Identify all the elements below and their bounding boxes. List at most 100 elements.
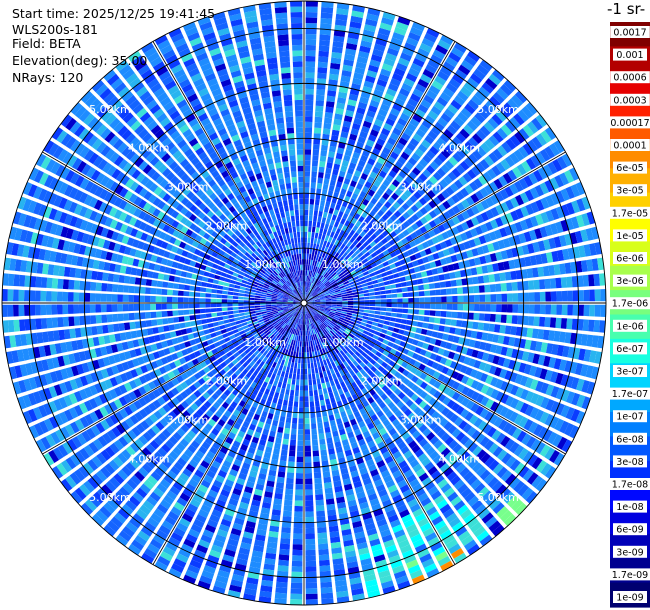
ray-bin <box>366 265 373 271</box>
ray-bin <box>555 221 564 234</box>
ray-bin <box>261 502 271 509</box>
ray-bin <box>325 298 332 301</box>
ray-bin <box>259 321 265 326</box>
ray-bin <box>402 377 411 386</box>
ray-bin <box>311 310 317 315</box>
ray-bin <box>139 346 147 355</box>
ray-bin <box>257 444 265 452</box>
ray-bin <box>212 441 221 450</box>
ray-bin <box>370 414 379 422</box>
ray-bin <box>256 478 266 486</box>
ray-bin <box>394 499 405 509</box>
ray-bin <box>203 366 211 374</box>
ray-bin <box>366 13 379 22</box>
ray-bin <box>171 337 179 345</box>
ray-bin <box>402 308 409 314</box>
ray-bin <box>358 293 364 297</box>
ray-bin <box>162 546 176 557</box>
ray-bin <box>368 341 376 348</box>
ray-bin <box>43 418 54 432</box>
ray-bin <box>11 350 19 363</box>
ray-bin <box>528 316 535 326</box>
ray-bin <box>381 469 391 479</box>
ray-bin <box>271 308 278 312</box>
ray-bin <box>307 270 309 276</box>
ray-bin <box>362 219 370 226</box>
ray-bin <box>285 483 294 490</box>
ray-bin <box>276 369 282 376</box>
ray-bin <box>396 308 403 313</box>
ray-bin <box>515 400 525 412</box>
ray-bin <box>363 226 370 234</box>
ray-bin <box>78 351 87 362</box>
data-rays <box>2 1 606 605</box>
ray-bin <box>451 216 461 225</box>
ray-bin <box>305 582 318 589</box>
ray-bin <box>394 261 402 267</box>
ray-bin <box>314 307 320 310</box>
ray-bin <box>216 307 222 312</box>
ray-bin <box>369 272 376 277</box>
ray-bin <box>396 504 408 514</box>
ray-bin <box>344 391 351 398</box>
ray-bin <box>304 165 311 172</box>
ray-bin <box>442 376 451 385</box>
ray-bin <box>431 515 444 526</box>
ray-bin <box>495 314 502 323</box>
ray-bin <box>324 293 331 297</box>
ray-bin <box>500 510 513 523</box>
ray-bin <box>417 492 429 502</box>
ray-bin <box>71 365 79 377</box>
ray-bin <box>377 233 385 241</box>
ray-bin <box>275 482 284 489</box>
ray-bin <box>386 509 397 518</box>
ray-bin <box>430 541 443 552</box>
ray-bin <box>218 494 228 503</box>
ray-bin <box>191 345 199 352</box>
ray-bin <box>370 262 378 268</box>
ray-bin <box>544 369 553 382</box>
ray-bin <box>359 190 367 198</box>
ray-bin <box>322 465 330 473</box>
ray-bin <box>362 358 369 365</box>
ray-bin <box>280 335 285 341</box>
ray-bin <box>345 247 352 254</box>
ray-bin <box>318 427 324 434</box>
ray-bin <box>216 298 222 303</box>
ray-bin <box>151 319 158 327</box>
ray-bin <box>290 322 294 328</box>
ray-bin <box>169 331 177 338</box>
ray-bin <box>199 303 206 308</box>
ray-bin <box>187 503 198 513</box>
ray-bin <box>80 502 94 516</box>
ray-bin <box>292 544 303 551</box>
ray-bin <box>452 303 458 311</box>
ray-bin <box>415 369 423 378</box>
ray-bin <box>423 193 432 202</box>
ray-bin <box>305 34 317 40</box>
ray-bin <box>274 314 280 318</box>
ray-bin <box>319 34 331 41</box>
ray-bin <box>169 450 179 461</box>
ray-bin <box>528 421 539 434</box>
ray-bin <box>549 177 560 190</box>
ray-bin <box>458 64 471 76</box>
ray-bin <box>428 229 436 238</box>
ray-bin <box>375 248 382 255</box>
ray-bin <box>296 451 304 457</box>
ray-bin <box>384 285 391 290</box>
ray-bin <box>319 161 326 168</box>
ray-bin <box>254 300 261 303</box>
ray-bin <box>340 205 346 213</box>
ray-bin <box>487 243 495 253</box>
ray-bin <box>319 227 324 234</box>
ray-bin <box>550 386 560 398</box>
ray-bin <box>357 195 364 203</box>
ray-bin <box>325 101 335 108</box>
ray-bin <box>263 563 275 571</box>
ray-bin <box>410 93 421 103</box>
ray-bin <box>355 378 362 386</box>
ray-bin <box>63 395 73 407</box>
ray-bin <box>160 551 173 562</box>
ray-bin <box>336 301 343 303</box>
